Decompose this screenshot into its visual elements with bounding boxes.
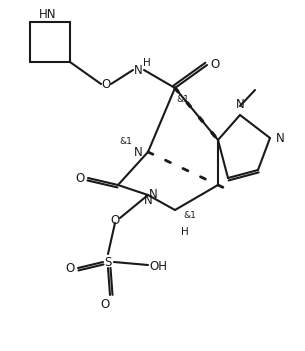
Text: &1: &1 (184, 211, 196, 219)
Text: OH: OH (149, 260, 167, 273)
Text: O: O (75, 172, 84, 185)
Text: O: O (65, 261, 75, 274)
Text: H: H (143, 58, 151, 68)
Text: N: N (236, 99, 244, 112)
Text: HN: HN (39, 8, 57, 21)
Text: S: S (104, 256, 112, 269)
Text: N: N (276, 132, 284, 145)
Text: O: O (110, 214, 120, 227)
Text: N: N (144, 193, 152, 206)
Text: N: N (134, 146, 142, 159)
Text: N: N (134, 64, 142, 77)
Text: O: O (100, 298, 109, 311)
Text: O: O (101, 78, 111, 91)
Text: H: H (181, 227, 189, 237)
Text: &1: &1 (177, 95, 189, 105)
Text: N: N (149, 188, 157, 201)
Text: O: O (210, 59, 220, 72)
Text: &1: &1 (120, 138, 132, 146)
